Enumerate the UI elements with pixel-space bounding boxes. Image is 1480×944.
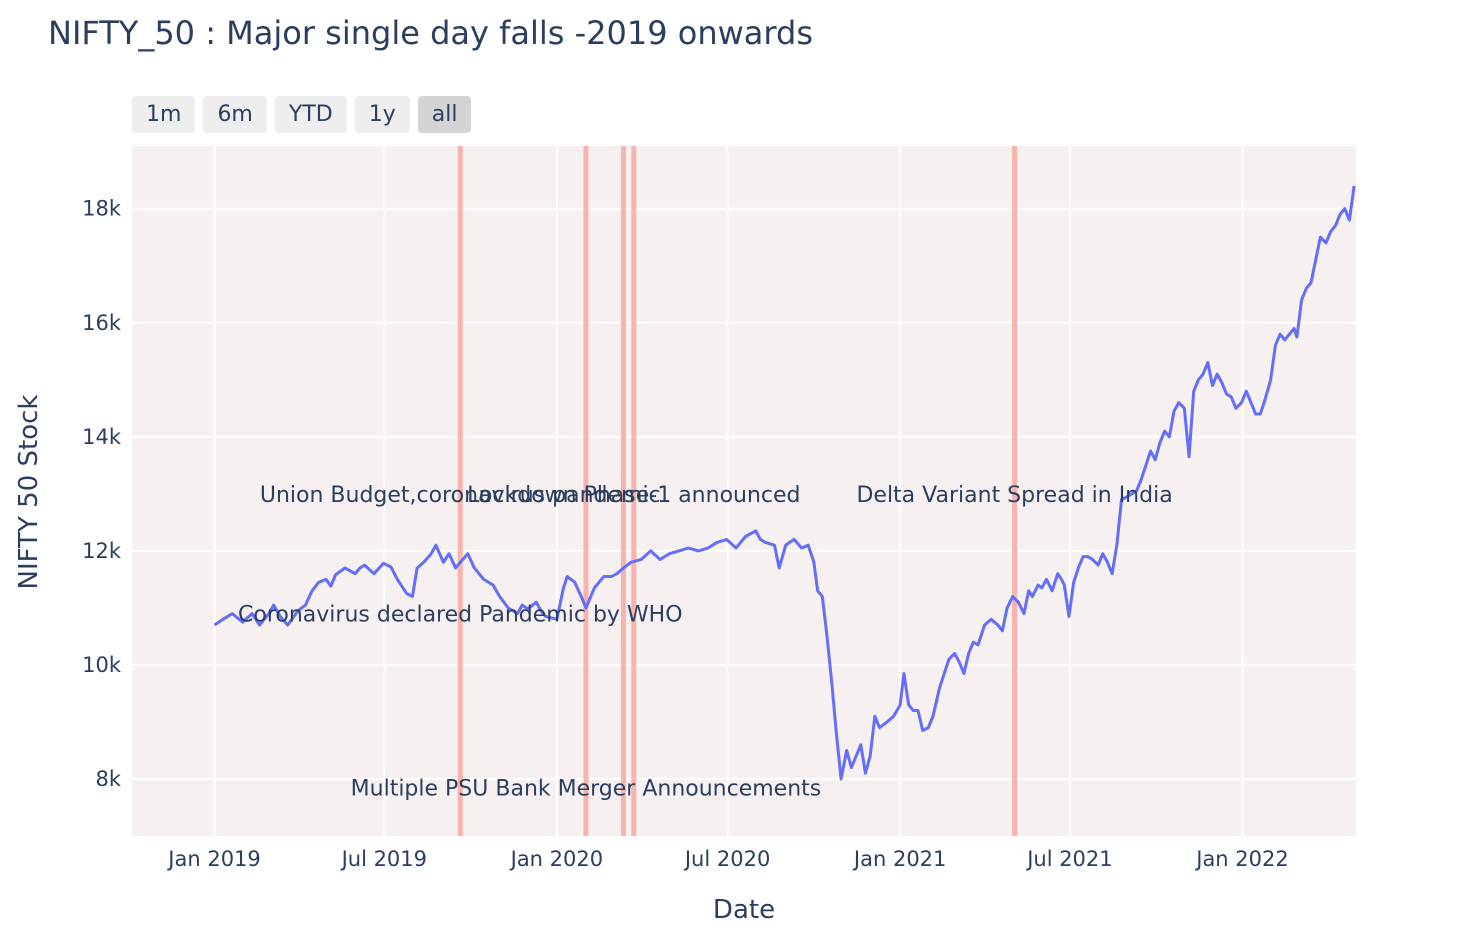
series-line[interactable] [213,185,1356,781]
x-tick-label: Jan 2020 [509,847,604,871]
y-tick-label: 18k [82,197,122,221]
y-tick-label: 16k [82,311,122,335]
plot-area[interactable] [132,146,1356,836]
x-axis-title: Date [713,895,775,925]
chart-title: NIFTY_50 : Major single day falls -2019 … [48,14,813,52]
y-tick-label: 8k [95,767,121,791]
event-lines [457,146,1018,836]
annotations: Union Budget,coronavirus pandemic Coronav… [238,483,1173,802]
annotation-label: Lockdown Phase-1 announced [467,483,800,508]
annotation-label: Multiple PSU Bank Merger Announcements [351,777,822,802]
annotation-label: Delta Variant Spread in India [856,483,1172,508]
y-tick-label: 12k [82,539,122,563]
range-button-1m[interactable]: 1m [132,96,196,133]
y-gridlines [132,207,1356,780]
range-selector: 1m 6m YTD 1y all [132,96,472,133]
y-tick-labels: 8k 10k 12k 14k 16k 18k [82,197,122,791]
x-tick-label: Jul 2021 [1025,847,1112,871]
range-button-all[interactable]: all [417,96,472,133]
y-tick-label: 14k [82,425,122,449]
x-gridlines [213,146,1244,836]
y-axis-title: NIFTY 50 Stock [14,395,44,590]
range-button-6m[interactable]: 6m [203,96,267,133]
annotation-label: Coronavirus declared Pandemic by WHO [238,603,683,628]
range-button-ytd[interactable]: YTD [274,96,347,133]
series-layer [213,185,1356,781]
x-tick-label: Jan 2021 [852,847,947,871]
x-tick-label: Jan 2022 [1194,847,1289,871]
annotation-label: Union Budget,coronavirus pandemic [260,483,661,508]
range-button-1y[interactable]: 1y [354,96,410,133]
y-tick-label: 10k [82,653,122,677]
x-tick-labels: Jan 2019 Jul 2019 Jan 2020 Jul 2020 Jan 2021… [166,847,1288,871]
x-tick-label: Jan 2019 [166,847,261,871]
x-tick-label: Jul 2019 [340,847,427,871]
x-tick-label: Jul 2020 [683,847,770,871]
